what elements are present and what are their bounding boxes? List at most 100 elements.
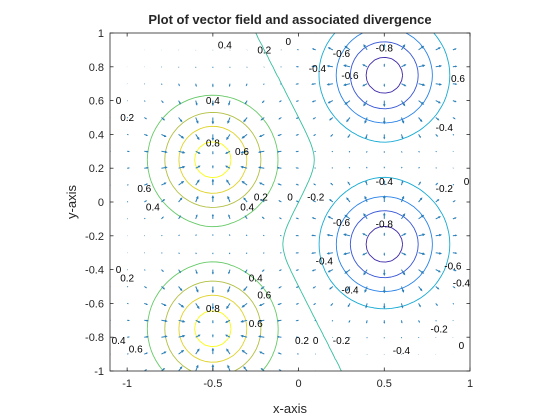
vector-arrow-head <box>243 288 246 292</box>
vector-arrow-head <box>295 269 298 271</box>
vector-arrow <box>331 150 334 153</box>
contour-label: 0.4 <box>146 203 160 214</box>
y-tick-label: 0.4 <box>89 129 104 141</box>
contour-label: 0.8 <box>206 138 220 149</box>
vector-arrow-head <box>438 83 443 86</box>
vector-arrow-head <box>383 43 386 47</box>
vector-arrow-head <box>145 183 149 186</box>
vector-arrow-head <box>179 366 183 369</box>
vector-arrow-head <box>419 119 423 123</box>
vector-arrow-head <box>145 303 149 305</box>
vector-arrow-head <box>295 252 298 254</box>
vector-arrow-head <box>418 321 420 323</box>
vector-arrow-head <box>244 102 247 105</box>
vector-arrow-head <box>211 121 215 125</box>
contour-label: 0.6 <box>451 74 465 85</box>
contour-label: -0.6 <box>341 71 359 82</box>
y-tick-label: -0.2 <box>85 231 104 243</box>
x-tick-label: 1 <box>467 378 473 390</box>
vector-arrow-head <box>198 320 201 323</box>
vector-arrow-head <box>196 120 199 124</box>
vector-arrow-head <box>401 120 405 124</box>
vector-arrow-head <box>295 134 298 136</box>
vector-arrow-head <box>401 136 404 140</box>
vector-arrow <box>418 150 420 153</box>
contour-label: 0.2 <box>295 336 309 347</box>
vector-arrow <box>452 134 455 136</box>
vector-arrow-head <box>311 234 314 237</box>
y-tick-label: 0.8 <box>89 62 104 74</box>
vector-arrow-head <box>382 290 386 294</box>
vector-arrow-head <box>240 334 244 338</box>
vector-arrow-head <box>364 120 367 124</box>
vector-arrow-head <box>182 165 186 169</box>
vector-arrow-head <box>363 103 366 107</box>
y-tick-label: -0.4 <box>85 265 104 277</box>
x-tick-label: 0.5 <box>377 378 392 390</box>
y-tick-label: 0.6 <box>89 96 104 108</box>
vector-arrow <box>178 234 180 237</box>
vector-arrow-head <box>418 305 421 308</box>
vector-arrow-head <box>226 179 229 183</box>
vector-arrow-head <box>241 135 245 139</box>
contour-label: 0 <box>116 96 122 107</box>
vector-arrow-head <box>195 103 198 106</box>
vector-arrow-head <box>211 195 215 199</box>
vector-arrow-head <box>225 165 228 168</box>
vector-arrow-head <box>346 119 349 123</box>
vector-arrow <box>280 83 282 85</box>
vector-arrow-head <box>164 182 167 185</box>
vector-arrow-head <box>211 272 214 275</box>
vector-arrow-head <box>128 150 130 153</box>
vector-arrow-head <box>344 45 348 49</box>
contour-line <box>255 33 342 371</box>
vector-arrow-head <box>241 349 245 353</box>
vector-arrow-head <box>383 179 386 183</box>
vector-arrow-head <box>228 84 231 87</box>
vector-arrow-head <box>454 48 457 50</box>
vector-arrow-head <box>436 304 438 306</box>
vector-arrow-head <box>164 134 167 137</box>
vector-arrow-head <box>278 269 281 272</box>
vector-arrow-head <box>401 305 404 309</box>
vector-arrow-head <box>383 63 386 66</box>
vector-arrow <box>228 234 231 237</box>
vector-arrow-head <box>344 271 348 274</box>
vector-arrow-head <box>277 352 280 355</box>
contour-label: -0.4 <box>309 64 327 75</box>
vector-arrow-head <box>212 152 214 155</box>
contour-label: 0.2 <box>120 274 134 285</box>
vector-arrow-head <box>257 335 262 338</box>
vector-arrow <box>366 151 368 153</box>
vector-arrow-head <box>383 85 386 88</box>
vector-arrow-head <box>278 217 281 219</box>
vector-arrow-head <box>343 83 347 87</box>
vector-arrow-head <box>362 64 365 67</box>
vector-arrow-head <box>179 215 181 218</box>
vector-arrow-head <box>227 289 230 293</box>
vector-arrow-head <box>258 303 262 306</box>
vector-arrow-head <box>181 304 185 308</box>
vector-arrow <box>435 150 437 153</box>
vector-arrow-head <box>422 252 426 256</box>
vector-arrow-head <box>364 195 367 199</box>
vector-arrow-head <box>211 364 215 368</box>
vector-arrow-head <box>178 84 180 87</box>
vector-arrow-head <box>419 181 421 184</box>
vector-arrow-head <box>257 166 262 169</box>
vector-arrow-head <box>326 83 330 86</box>
y-tick-label: -1 <box>94 366 104 378</box>
vector-arrow-head <box>196 306 200 310</box>
vector-arrow-head <box>258 182 262 185</box>
y-tick-label: 0 <box>98 197 104 209</box>
contour-line <box>335 33 433 293</box>
vector-arrow-head <box>227 195 230 199</box>
vector-arrow-head <box>240 320 244 323</box>
vector-arrow-head <box>436 182 439 185</box>
vector-arrow-head <box>243 119 246 123</box>
contour-label: -0.2 <box>436 184 454 195</box>
vector-arrow-head <box>196 137 200 141</box>
vector-arrow-head <box>383 232 386 235</box>
vector-arrow-head <box>330 135 333 137</box>
contour-label: 0.6 <box>129 345 143 356</box>
